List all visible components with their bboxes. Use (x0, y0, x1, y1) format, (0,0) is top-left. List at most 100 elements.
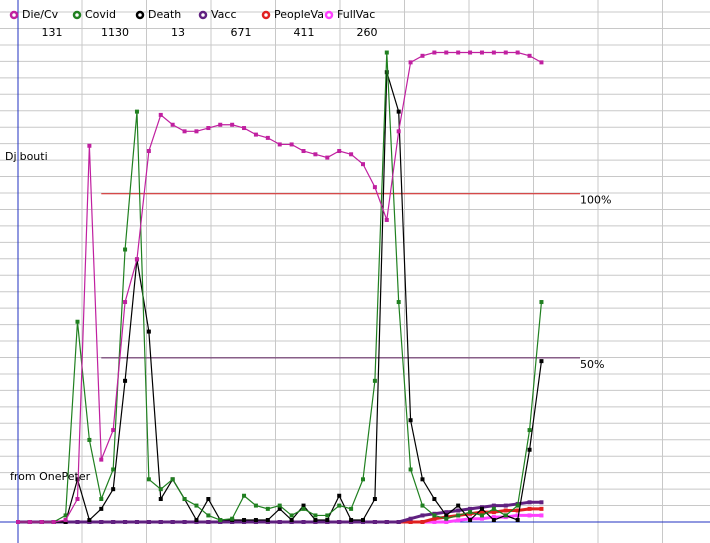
data-point (337, 493, 342, 498)
data-point (277, 142, 282, 147)
data-point (491, 506, 496, 511)
data-point (361, 162, 365, 167)
data-point (420, 503, 425, 508)
chart-title: Djibouti (5, 150, 48, 163)
data-point (75, 477, 80, 482)
data-point (206, 513, 211, 518)
data-point (206, 126, 211, 131)
data-point (289, 513, 294, 518)
data-point (444, 50, 449, 55)
data-point (134, 520, 139, 524)
data-point (515, 508, 520, 513)
data-point (111, 520, 116, 524)
data-point (325, 513, 330, 518)
data-point (289, 142, 294, 147)
data-point (337, 520, 342, 524)
data-point (146, 477, 151, 482)
data-point (111, 487, 116, 492)
data-point (349, 506, 354, 511)
data-point (396, 129, 401, 134)
data-point (527, 53, 532, 58)
data-point (253, 518, 258, 523)
data-point (420, 520, 425, 524)
legend-value: 671 (231, 26, 252, 39)
data-point (230, 122, 235, 127)
legend-value: 131 (42, 26, 63, 39)
data-point (218, 122, 223, 127)
data-point (99, 520, 104, 524)
data-point (539, 300, 544, 305)
data-point (468, 50, 473, 55)
data-point (182, 520, 187, 524)
data-point (301, 149, 306, 154)
data-point (456, 508, 461, 513)
legend-icon (135, 10, 145, 20)
data-point (539, 500, 544, 505)
data-point (372, 520, 377, 524)
data-point (479, 513, 484, 518)
data-point (289, 518, 294, 523)
data-point (99, 506, 104, 511)
data-point (27, 520, 32, 524)
data-point (301, 520, 306, 524)
data-point (456, 513, 461, 518)
legend-icon (72, 10, 82, 20)
legend-icon (9, 10, 19, 20)
data-point (372, 378, 377, 383)
data-point (479, 516, 484, 521)
data-point (384, 50, 389, 55)
data-point (158, 112, 163, 117)
data-point (444, 516, 449, 521)
data-point (432, 513, 437, 518)
reference-label: 100% (580, 194, 611, 207)
legend-label: Vacc (211, 8, 237, 21)
data-point (456, 503, 461, 508)
data-point (123, 520, 128, 524)
legend-value: 1130 (101, 26, 129, 39)
data-point (468, 518, 473, 523)
data-point (539, 513, 544, 518)
data-point (301, 506, 306, 511)
data-point (51, 520, 56, 524)
data-point (372, 185, 377, 190)
data-point (146, 329, 151, 334)
data-point (63, 513, 68, 518)
data-point (123, 247, 128, 252)
data-point (277, 506, 282, 511)
legend-icon (198, 10, 208, 20)
data-point (444, 513, 449, 518)
data-point (265, 518, 270, 523)
data-point (361, 518, 365, 523)
legend-value: 260 (357, 26, 378, 39)
data-point (527, 513, 532, 518)
data-point (408, 418, 413, 423)
data-point (265, 135, 270, 140)
data-point (75, 319, 80, 324)
data-point (503, 513, 508, 518)
data-point (87, 143, 92, 148)
data-point (170, 477, 175, 482)
data-point (194, 518, 199, 523)
data-point (325, 518, 330, 523)
data-point (527, 447, 532, 452)
legend-icon (261, 10, 271, 20)
data-point (253, 132, 258, 137)
data-point (479, 50, 484, 55)
legend-value: 13 (171, 26, 185, 39)
data-point (146, 149, 151, 154)
data-point (313, 152, 318, 157)
data-point (396, 520, 401, 524)
reference-label: 50% (580, 358, 604, 371)
data-point (325, 155, 330, 160)
data-point (396, 109, 401, 114)
data-point (503, 508, 508, 513)
data-point (444, 520, 449, 524)
data-point (372, 497, 377, 502)
data-point (75, 497, 80, 502)
data-point (456, 518, 461, 523)
data-point (491, 50, 496, 55)
data-point (420, 513, 425, 518)
data-point (384, 70, 389, 75)
